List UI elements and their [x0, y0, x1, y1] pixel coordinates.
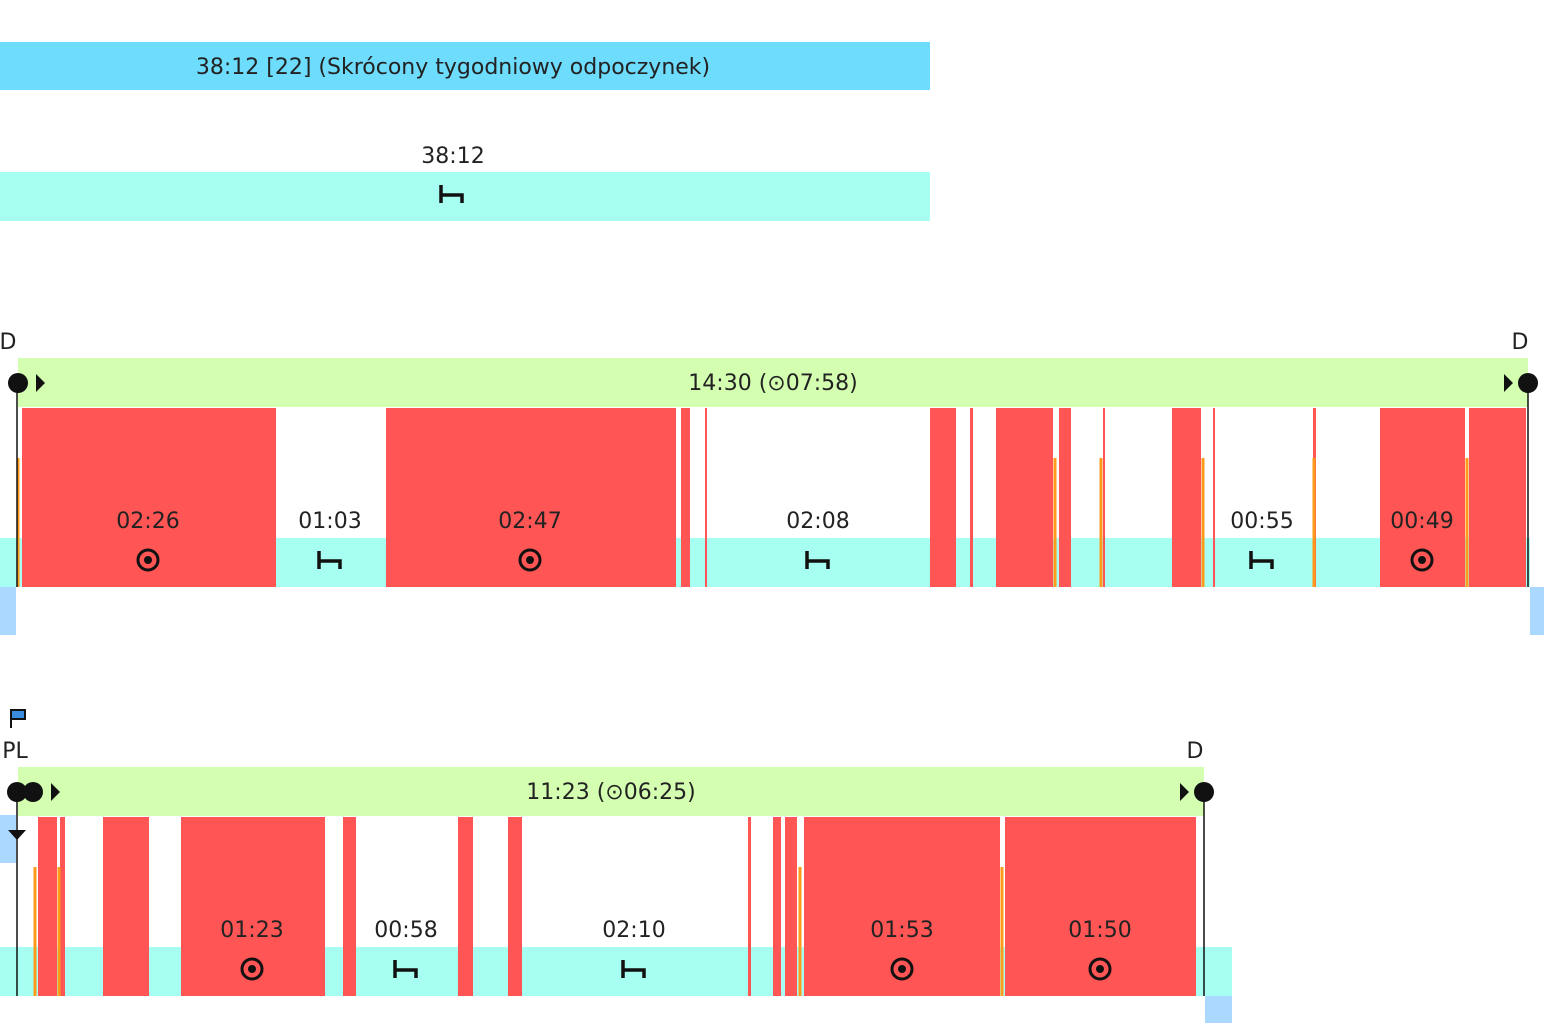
work-marker	[1099, 458, 1103, 587]
drive-block	[1103, 408, 1105, 587]
start-marker: PL	[2, 739, 28, 764]
marker-dot	[8, 373, 28, 393]
bed-icon	[1249, 551, 1274, 569]
work-marker	[1201, 458, 1205, 587]
drive-icon	[240, 957, 264, 981]
bed-icon	[805, 551, 830, 569]
drive-block	[785, 817, 797, 996]
drive-block	[705, 408, 707, 587]
work-marker	[1053, 458, 1057, 587]
segment-duration: 00:58	[374, 918, 437, 943]
marker-dot	[1518, 373, 1538, 393]
end-marker: D	[1187, 739, 1204, 764]
drive-block	[103, 817, 149, 996]
drive-block	[996, 408, 1053, 587]
drive-block	[681, 408, 690, 587]
weekly-rest-bar	[0, 42, 930, 90]
drive-icon	[136, 548, 160, 572]
shift-bar	[18, 358, 1528, 407]
drive-block	[930, 408, 956, 587]
segment-duration: 01:23	[220, 918, 283, 943]
drive-icon-dot	[144, 556, 152, 564]
segment-duration: 02:26	[116, 509, 179, 534]
start-marker: D	[0, 330, 16, 355]
marker-dot	[7, 782, 27, 802]
start-arrow	[51, 783, 60, 801]
segment-duration: 02:10	[602, 918, 665, 943]
drive-icon-dot	[898, 965, 906, 973]
drive-icon	[1088, 957, 1112, 981]
segment-duration: 01:03	[298, 509, 361, 534]
shift-bar	[18, 767, 1204, 816]
segment-duration: 01:53	[870, 918, 933, 943]
drive-block	[773, 817, 781, 996]
bed-icon	[393, 960, 418, 978]
work-marker	[33, 867, 37, 996]
segment-duration: 00:55	[1230, 509, 1293, 534]
drive-block	[1469, 408, 1526, 587]
shift-summary: 11:23 (⊙06:25)	[526, 780, 695, 805]
drive-icon	[890, 957, 914, 981]
end-arrow	[1504, 374, 1513, 392]
drive-block	[970, 408, 973, 587]
drive-block	[1213, 408, 1215, 587]
drive-icon-dot	[1418, 556, 1426, 564]
segment-duration: 02:08	[786, 509, 849, 534]
rest-duration: 38:12	[421, 144, 484, 169]
start-arrow	[36, 374, 45, 392]
segment-duration: 01:50	[1068, 918, 1131, 943]
weekly-rest-label: 38:12 [22] (Skrócony tygodniowy odpoczyn…	[196, 55, 710, 80]
work-marker	[1312, 458, 1316, 587]
drive-icon-dot	[248, 965, 256, 973]
drive-icon	[1410, 548, 1434, 572]
marker-dot	[1194, 782, 1214, 802]
shift-summary: 14:30 (⊙07:58)	[688, 371, 857, 396]
work-marker	[1465, 458, 1469, 587]
work-marker	[798, 867, 802, 996]
work-marker	[16, 458, 20, 587]
segment-duration: 00:49	[1390, 509, 1453, 534]
drive-block	[748, 817, 751, 996]
bed-icon	[621, 960, 646, 978]
drive-block	[60, 817, 65, 996]
drive-icon-dot	[1096, 965, 1104, 973]
extra-band	[0, 587, 16, 635]
bed-icon	[317, 551, 342, 569]
drive-block	[38, 817, 57, 996]
extra-band	[0, 815, 16, 863]
flag-icon	[10, 709, 26, 728]
work-marker	[57, 867, 61, 996]
drive-block	[508, 817, 522, 996]
drive-icon-dot	[526, 556, 534, 564]
rest-bar	[0, 172, 930, 221]
drive-icon	[518, 548, 542, 572]
extra-band	[1530, 587, 1544, 635]
down-arrow	[8, 830, 26, 840]
marker-dot	[23, 782, 43, 802]
drive-block	[458, 817, 473, 996]
end-arrow	[1180, 783, 1189, 801]
bed-icon	[439, 185, 464, 203]
drive-block	[1172, 408, 1201, 587]
segment-duration: 02:47	[498, 509, 561, 534]
extra-band	[1205, 995, 1232, 1023]
end-marker: D	[1512, 330, 1529, 355]
work-marker	[1000, 867, 1004, 996]
drive-block	[1059, 408, 1071, 587]
drive-block	[343, 817, 356, 996]
